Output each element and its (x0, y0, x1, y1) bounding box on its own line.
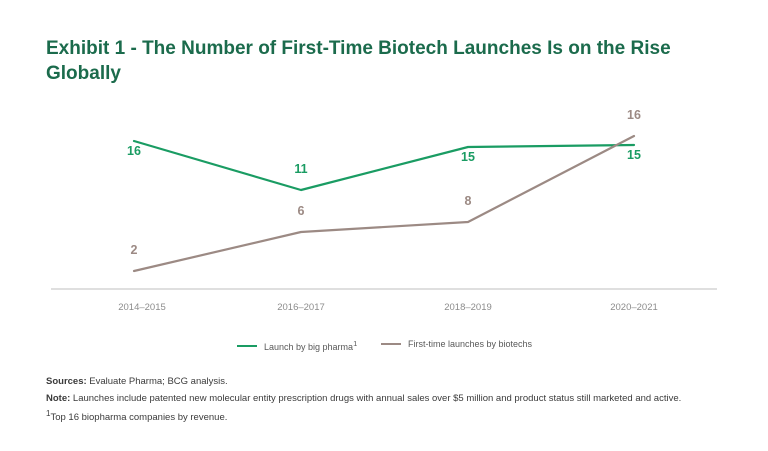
svg-text:8: 8 (465, 194, 472, 208)
svg-text:15: 15 (627, 148, 641, 162)
svg-text:2020–2021: 2020–2021 (610, 302, 658, 310)
svg-text:16: 16 (627, 108, 641, 122)
svg-text:6: 6 (298, 204, 305, 218)
svg-text:16: 16 (127, 144, 141, 158)
svg-text:2016–2017: 2016–2017 (277, 302, 325, 310)
svg-text:2014–2015: 2014–2015 (118, 302, 166, 310)
svg-text:2: 2 (131, 243, 138, 257)
svg-text:11: 11 (294, 162, 307, 176)
svg-text:15: 15 (461, 150, 475, 164)
svg-text:2018–2019: 2018–2019 (444, 302, 492, 310)
